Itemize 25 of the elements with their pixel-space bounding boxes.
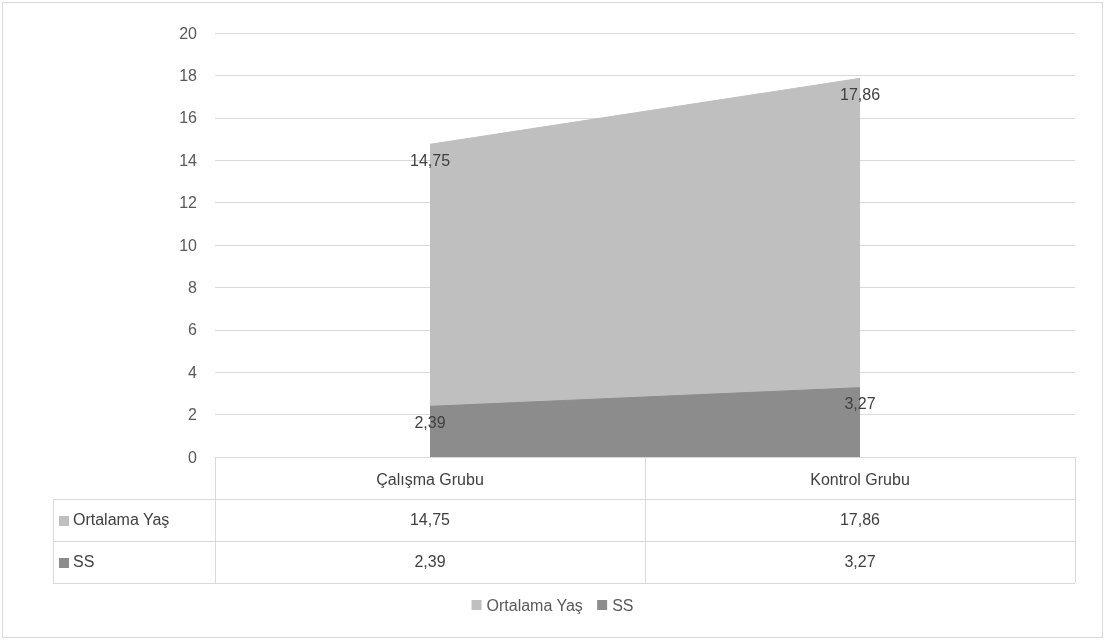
y-tick-label: 4 — [188, 363, 198, 381]
legend-label: SS — [612, 596, 634, 614]
legend-label: Ortalama Yaş — [486, 596, 583, 614]
text: 3,27 — [844, 395, 876, 413]
x-tick-label: Çalışma Grubu — [376, 470, 484, 488]
x-tick-label: Kontrol Grubu — [810, 470, 910, 488]
data-label: 2,39 — [413, 552, 447, 572]
data-label: 14,75 — [408, 510, 451, 530]
data-label: 3,27 — [843, 552, 877, 572]
text: 2,39 — [414, 413, 446, 431]
y-tick-label: 20 — [179, 24, 198, 42]
text: 14,75 — [409, 151, 451, 169]
y-tick-label: 14 — [179, 151, 198, 169]
y-tick-label: 10 — [179, 236, 198, 254]
y-tick-label: 16 — [179, 109, 198, 127]
y-tick-label: 8 — [188, 278, 198, 296]
text: SS — [73, 553, 95, 570]
y-tick-label: 2 — [188, 406, 198, 424]
y-tick-label: 6 — [188, 321, 198, 339]
text: 17,86 — [839, 85, 881, 103]
y-tick-label: 0 — [188, 448, 198, 466]
text: Ortalama Yaş — [73, 511, 170, 528]
y-tick-label: 18 — [179, 66, 198, 84]
data-label: 17,86 — [838, 510, 881, 530]
y-tick-label: 12 — [179, 194, 198, 212]
